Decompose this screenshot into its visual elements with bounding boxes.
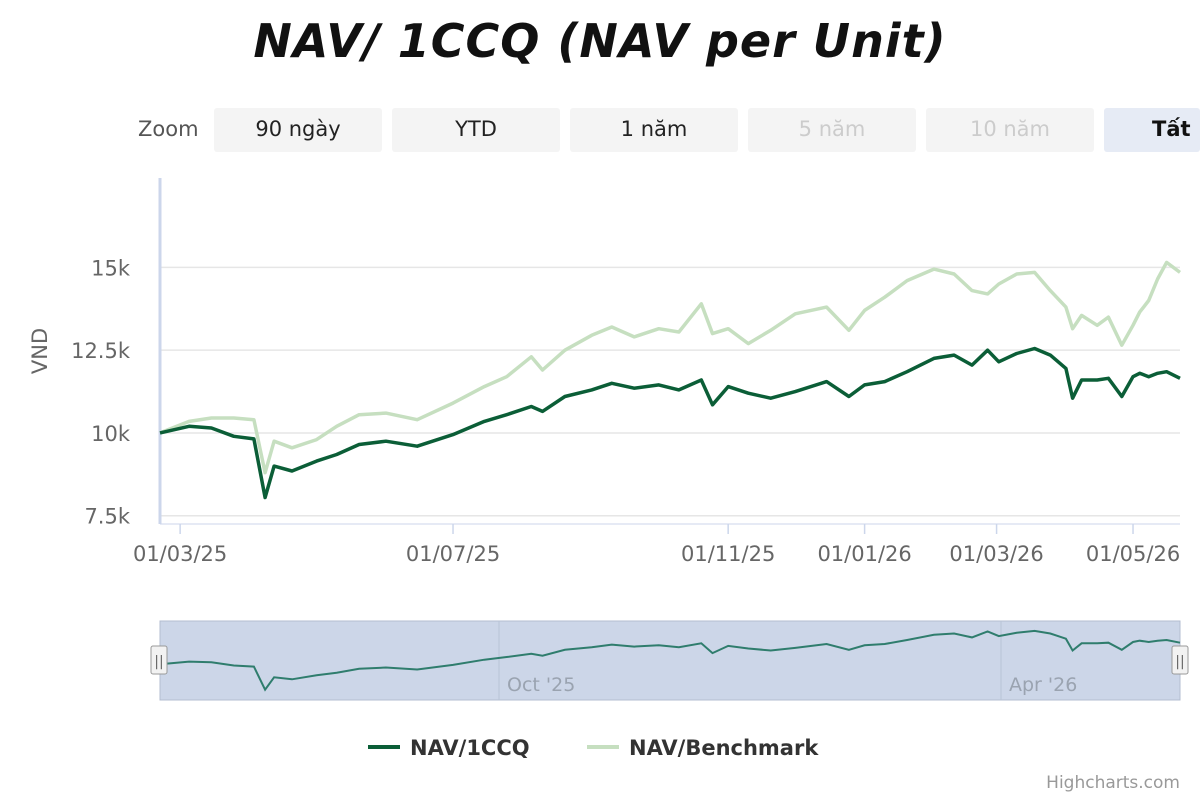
y-tick-label: 15k <box>91 256 131 280</box>
zoom-button-all[interactable]: Tất <box>1104 108 1200 152</box>
y-tick-label: 7.5k <box>84 505 130 529</box>
legend-label-benchmark: NAV/Benchmark <box>629 736 819 760</box>
navigator-handle-right[interactable]: || <box>1171 645 1189 675</box>
legend: NAV/1CCQ NAV/Benchmark <box>368 736 819 760</box>
x-tick-label: 01/01/26 <box>817 542 911 566</box>
x-tick-label: 01/05/26 <box>1086 542 1180 566</box>
series-line-nav <box>159 346 1181 500</box>
navigator-handle-left[interactable]: || <box>150 645 168 675</box>
legend-item-nav[interactable]: NAV/1CCQ <box>368 736 530 760</box>
navigator-series-line <box>159 629 1181 692</box>
navigator-series <box>159 629 1181 692</box>
x-tick-labels: 01/03/25 01/07/25 01/11/25 01/01/26 01/03/26… <box>133 524 1180 566</box>
navigator-mask <box>159 620 1181 701</box>
handle-left-glyph: || <box>154 654 163 670</box>
zoom-label: Zoom <box>138 117 199 141</box>
zoom-button-ytd[interactable]: YTD <box>392 108 560 152</box>
chart-title: NAV/ 1CCQ (NAV per Unit) <box>253 14 947 68</box>
y-gridlines <box>160 266 1180 517</box>
navigator-label-apr: Apr '26 <box>1009 674 1077 696</box>
x-tick-label: 01/11/25 <box>681 542 775 566</box>
legend-item-benchmark[interactable]: NAV/Benchmark <box>587 736 819 760</box>
handle-right-glyph: || <box>1175 654 1184 670</box>
navigator-label-oct: Oct '25 <box>507 674 575 696</box>
zoom-button-10-years[interactable]: 10 năm <box>926 108 1094 152</box>
zoom-button-90-days[interactable]: 90 ngày <box>214 108 382 152</box>
x-tick-label: 01/03/26 <box>949 542 1043 566</box>
y-tick-labels: 7.5k 10k 12.5k 15k <box>71 256 131 528</box>
navigator: Oct '25 Apr '26 <box>159 620 1181 701</box>
zoom-button-1-year[interactable]: 1 năm <box>570 108 738 152</box>
x-tick-label: 01/07/25 <box>406 542 500 566</box>
legend-label-nav: NAV/1CCQ <box>410 736 530 760</box>
series-group <box>159 260 1182 500</box>
y-axis-title: VND <box>28 328 52 374</box>
series-line-benchmark <box>159 260 1182 475</box>
y-tick-label: 10k <box>91 422 131 446</box>
x-tick-label: 01/03/25 <box>133 542 227 566</box>
zoom-button-5-years[interactable]: 5 năm <box>748 108 916 152</box>
credits-link[interactable]: Highcharts.com <box>1046 773 1180 793</box>
y-tick-label: 12.5k <box>71 339 131 363</box>
